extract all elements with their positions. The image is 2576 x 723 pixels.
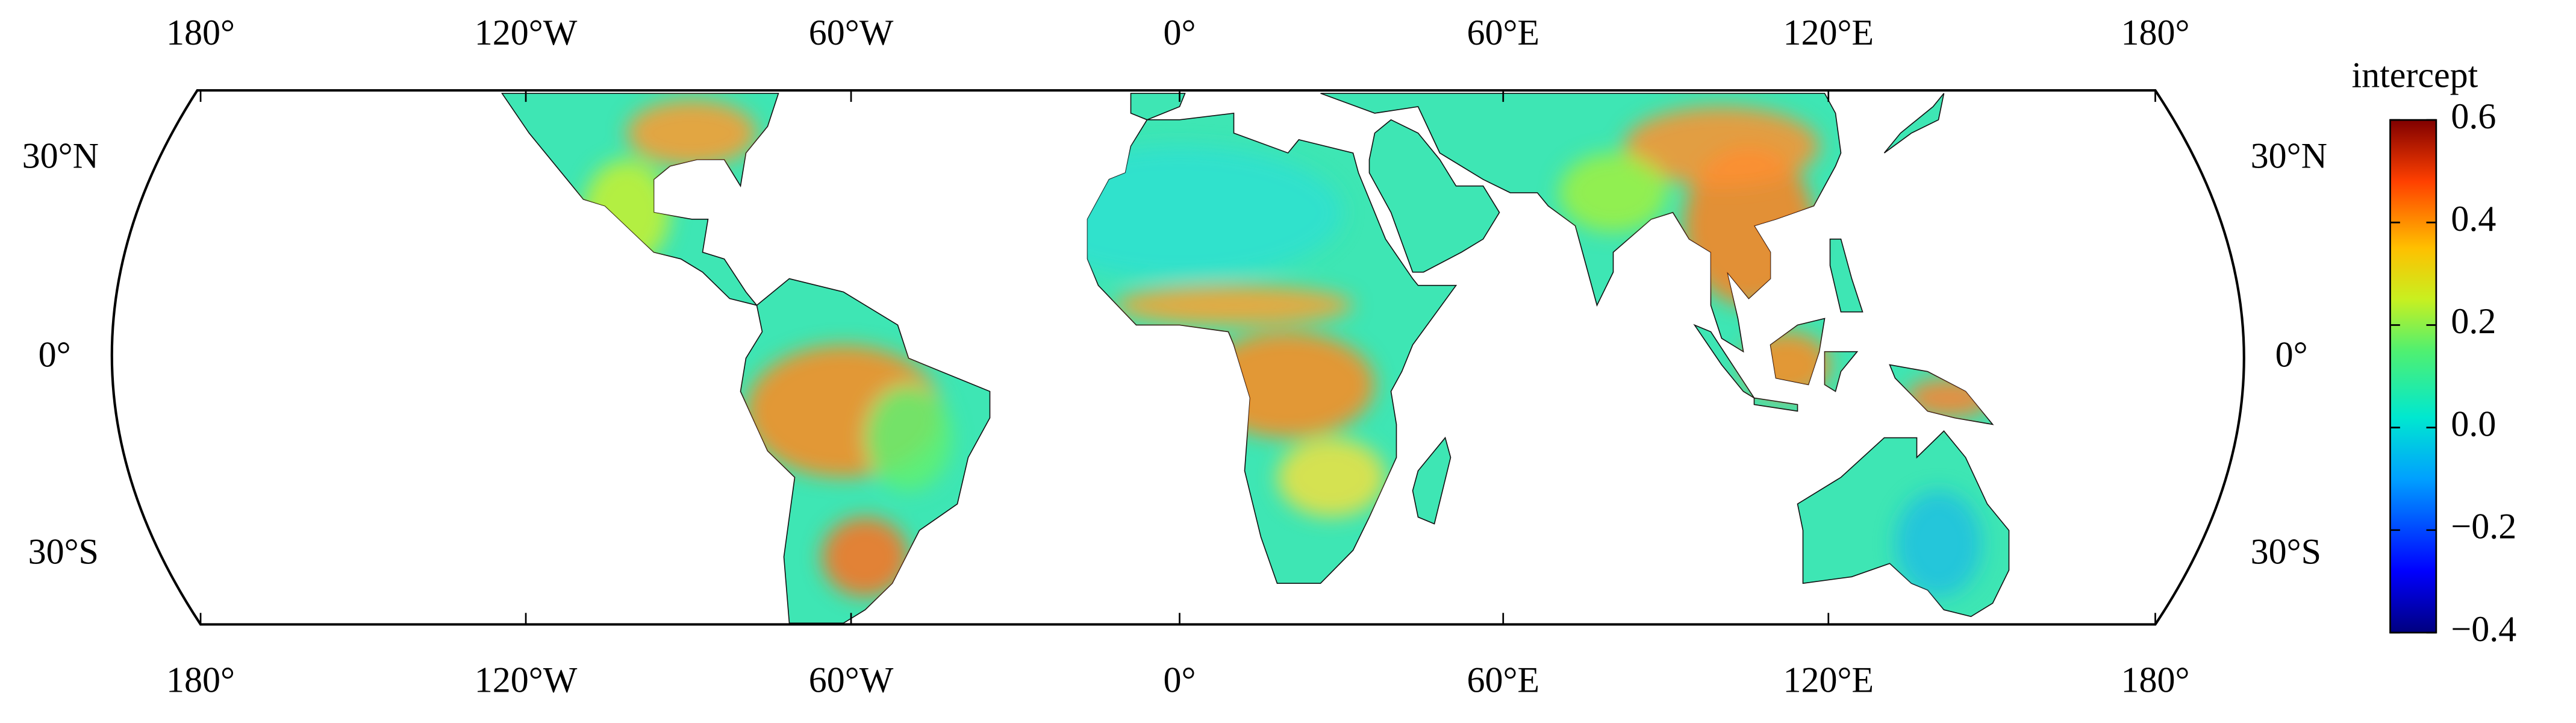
lat-label-left: 30°N	[22, 136, 99, 175]
lon-label-top: 180°	[166, 13, 235, 52]
intercept-patch	[1114, 285, 1353, 325]
land	[501, 93, 2010, 624]
lon-label-top: 60°E	[1467, 13, 1539, 52]
colorbar-tick-label: 0.2	[2451, 301, 2496, 341]
intercept-patch	[1017, 146, 1343, 279]
landmass	[1368, 119, 1500, 273]
lat-label-right: 30°S	[2251, 532, 2321, 572]
colorbar-tick-label: −0.2	[2451, 507, 2516, 546]
lat-label-right: 0°	[2275, 334, 2308, 374]
intercept-patch	[822, 517, 909, 597]
lon-label-bottom: 180°	[166, 660, 235, 700]
intercept-patch	[583, 159, 670, 266]
lon-label-top: 0°	[1164, 13, 1196, 52]
lon-label-bottom: 120°E	[1783, 660, 1874, 700]
landmass	[1883, 93, 1945, 154]
lon-label-top: 120°W	[475, 13, 578, 52]
lon-label-top: 120°E	[1783, 13, 1874, 52]
intercept-patch	[1201, 331, 1375, 438]
landmass	[1412, 436, 1452, 525]
lon-label-bottom: 180°	[2121, 660, 2190, 700]
landmass	[1693, 324, 1755, 399]
intercept-patch	[626, 99, 757, 166]
colorbar-tick-label: −0.4	[2451, 609, 2516, 649]
lon-label-bottom: 60°W	[809, 660, 894, 700]
lon-label-bottom: 0°	[1164, 660, 1196, 700]
landmass	[1824, 351, 1859, 392]
colorbar-tick-label: 0.0	[2451, 404, 2496, 443]
intercept-patch	[1559, 152, 1668, 233]
intercept-patch	[1624, 106, 1820, 186]
lat-label-left: 30°S	[28, 532, 99, 572]
intercept-patch	[1743, 331, 1830, 398]
colorbar-tick-label: 0.4	[2451, 199, 2496, 239]
lat-label-left: 0°	[39, 334, 71, 374]
lon-label-top: 180°	[2121, 13, 2190, 52]
colorbar	[2389, 119, 2437, 634]
intercept-patch	[1895, 490, 1982, 597]
colorbar-tick-label: 0.6	[2451, 96, 2496, 136]
lon-label-bottom: 60°E	[1467, 660, 1539, 700]
intercept-patch	[1906, 378, 1993, 418]
landmass	[1829, 238, 1863, 313]
landmass	[1753, 397, 1798, 412]
landmass	[1130, 93, 1186, 120]
lat-label-right: 30°N	[2251, 136, 2327, 175]
lon-label-bottom: 120°W	[475, 660, 578, 700]
lon-label-top: 60°W	[809, 13, 894, 52]
intercept-patch	[865, 384, 952, 491]
intercept-patch	[1277, 437, 1386, 518]
colorbar-title: intercept	[2351, 55, 2478, 95]
